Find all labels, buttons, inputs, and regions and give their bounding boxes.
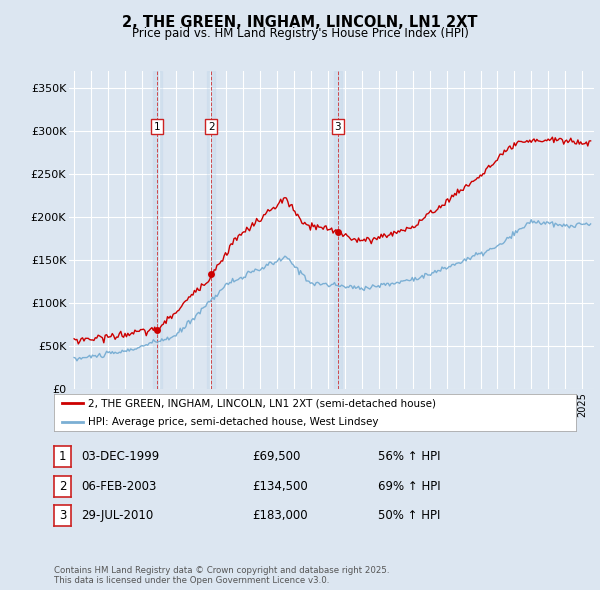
- Text: 1: 1: [154, 122, 161, 132]
- Text: 03-DEC-1999: 03-DEC-1999: [81, 450, 159, 463]
- Text: 69% ↑ HPI: 69% ↑ HPI: [378, 480, 440, 493]
- Text: £134,500: £134,500: [252, 480, 308, 493]
- Text: HPI: Average price, semi-detached house, West Lindsey: HPI: Average price, semi-detached house,…: [88, 417, 379, 427]
- Text: £183,000: £183,000: [252, 509, 308, 522]
- Text: 50% ↑ HPI: 50% ↑ HPI: [378, 509, 440, 522]
- Text: 3: 3: [59, 509, 66, 522]
- Bar: [334, 71, 342, 389]
- Text: 1: 1: [59, 450, 66, 463]
- Text: Contains HM Land Registry data © Crown copyright and database right 2025.
This d: Contains HM Land Registry data © Crown c…: [54, 566, 389, 585]
- Bar: [207, 71, 215, 389]
- Text: 2, THE GREEN, INGHAM, LINCOLN, LN1 2XT: 2, THE GREEN, INGHAM, LINCOLN, LN1 2XT: [122, 15, 478, 30]
- Text: 06-FEB-2003: 06-FEB-2003: [81, 480, 157, 493]
- Text: 56% ↑ HPI: 56% ↑ HPI: [378, 450, 440, 463]
- Text: 3: 3: [334, 122, 341, 132]
- Text: 29-JUL-2010: 29-JUL-2010: [81, 509, 153, 522]
- Text: Price paid vs. HM Land Registry's House Price Index (HPI): Price paid vs. HM Land Registry's House …: [131, 27, 469, 40]
- Text: 2, THE GREEN, INGHAM, LINCOLN, LN1 2XT (semi-detached house): 2, THE GREEN, INGHAM, LINCOLN, LN1 2XT (…: [88, 398, 436, 408]
- Text: 2: 2: [59, 480, 66, 493]
- Text: 2: 2: [208, 122, 215, 132]
- Bar: [153, 71, 161, 389]
- Text: £69,500: £69,500: [252, 450, 301, 463]
